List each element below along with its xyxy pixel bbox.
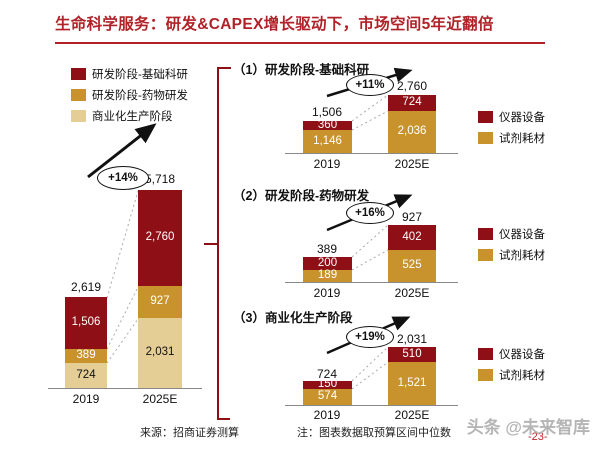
legend-item: 研发阶段-基础科研 [71, 66, 188, 82]
growth-badge-chart1: +11% [346, 74, 394, 96]
page-number: -23- [528, 431, 548, 443]
bar-segment-chart2-2025-reagents: 525 [388, 250, 436, 282]
main-chart-legend: 研发阶段-基础科研 研发阶段-药物研发 商业化生产阶段 [71, 66, 188, 124]
legend-item: 仪器设备 [478, 109, 545, 125]
chart2-title: （2）研发阶段-药物研发 [233, 189, 370, 203]
bar-segment-chart1-2025-instruments: 724 [388, 95, 436, 111]
bar-segment-chart2-2019-reagents: 189 [303, 270, 352, 282]
growth-badge-chart2: +16% [346, 202, 394, 224]
bar-segment-main-2019-basic: 1,506 [65, 297, 107, 349]
bar-total-label: 389 [316, 242, 338, 256]
legend-item: 研发阶段-药物研发 [71, 87, 188, 103]
x-axis-label: 2025E [394, 157, 430, 171]
bar-total-label: 2,760 [396, 79, 428, 93]
title-underline [55, 42, 545, 44]
x-axis-label: 2019 [313, 286, 341, 300]
legend-swatch-instruments [478, 228, 493, 240]
chart2-legend: 仪器设备 试剂耗材 [478, 226, 545, 263]
bar-segment-main-2019-commercial: 724 [65, 363, 107, 388]
legend-swatch-reagents [478, 369, 493, 381]
x-axis-label: 2025E [142, 392, 178, 406]
bar-segment-chart1-2019-reagents: 1,146 [303, 130, 352, 153]
chart3-title: （3）商业化生产阶段 [233, 311, 353, 325]
connector-line [351, 110, 389, 131]
bar-segment-main-2025-basic: 2,760 [138, 190, 182, 286]
connector-line [351, 224, 389, 258]
legend-swatch-basic-research [71, 68, 86, 80]
legend-swatch-reagents [478, 132, 493, 144]
grouping-bracket [204, 67, 231, 420]
legend-swatch-reagents [478, 249, 493, 261]
bar-segment-main-2025-commercial: 2,031 [138, 318, 182, 388]
bar-total-label: 5,718 [144, 172, 176, 186]
legend-item: 仪器设备 [478, 346, 545, 362]
legend-swatch-instruments [478, 111, 493, 123]
x-axis-label: 2025E [394, 286, 430, 300]
legend-label: 仪器设备 [499, 112, 545, 124]
bar-segment-chart3-2025-reagents: 1,521 [388, 362, 436, 405]
bar-total-label: 927 [401, 210, 423, 224]
bar-segment-chart3-2019-reagents: 574 [303, 389, 352, 405]
legend-label: 仪器设备 [499, 229, 545, 241]
bar-total-label: 1,506 [311, 105, 343, 119]
legend-label: 仪器设备 [499, 349, 545, 361]
bar-segment-chart3-2025-instruments: 510 [388, 347, 436, 362]
connector-line [351, 346, 389, 382]
bar-segment-chart2-2019-instruments: 200 [303, 257, 352, 270]
growth-badge-chart3: +19% [346, 326, 394, 348]
legend-item: 试剂耗材 [478, 367, 545, 383]
bar-total-label: 724 [316, 367, 338, 381]
legend-swatch-drug-rd [71, 89, 86, 101]
connector-line [351, 249, 389, 271]
legend-swatch-instruments [478, 348, 493, 360]
legend-item: 商业化生产阶段 [71, 108, 188, 124]
chart1-title: （1）研发阶段-基础科研 [233, 63, 370, 77]
bar-segment-chart1-2025-reagents: 2,036 [388, 111, 436, 153]
growth-badge-main: +14% [97, 166, 149, 190]
bar-segment-chart3-2019-instruments: 150 [303, 379, 352, 390]
legend-label: 研发阶段-药物研发 [92, 90, 188, 102]
legend-label: 商业化生产阶段 [92, 111, 173, 123]
connector-line [351, 94, 389, 122]
watermark-logo: 头条 @未来智库 [466, 418, 590, 437]
legend-item: 仪器设备 [478, 226, 545, 242]
legend-label: 试剂耗材 [499, 250, 545, 262]
x-axis-label: 2025E [394, 408, 430, 422]
x-axis-label: 2019 [313, 408, 341, 422]
bar-total-label: 2,031 [396, 332, 428, 346]
connector-line [106, 286, 139, 350]
x-axis-label: 2019 [313, 157, 341, 171]
page-title: 生命科学服务：研发&CAPEX增长驱动下，市场空间5年近翻倍 [55, 16, 494, 33]
connector-line [351, 361, 389, 390]
bar-segment-main-2019-drug: 389 [65, 349, 107, 363]
x-axis-label: 2019 [72, 392, 100, 406]
legend-label: 研发阶段-基础科研 [92, 69, 188, 81]
chart3-legend: 仪器设备 试剂耗材 [478, 346, 545, 383]
legend-item: 试剂耗材 [478, 247, 545, 263]
source-note: 来源：招商证券测算 [140, 427, 239, 439]
bar-total-label: 2,619 [70, 280, 102, 294]
chart1-legend: 仪器设备 试剂耗材 [478, 109, 545, 146]
method-note: 注：图表数据取预算区间中位数 [297, 427, 451, 439]
legend-swatch-commercial [71, 110, 86, 122]
connector-line [106, 318, 139, 364]
legend-item: 试剂耗材 [478, 130, 545, 146]
bar-segment-chart2-2025-instruments: 402 [388, 225, 436, 250]
legend-label: 试剂耗材 [499, 133, 545, 145]
bar-segment-main-2025-drug: 927 [138, 286, 182, 318]
bar-segment-chart1-2019-instruments: 360 [303, 119, 352, 131]
legend-label: 试剂耗材 [499, 370, 545, 382]
